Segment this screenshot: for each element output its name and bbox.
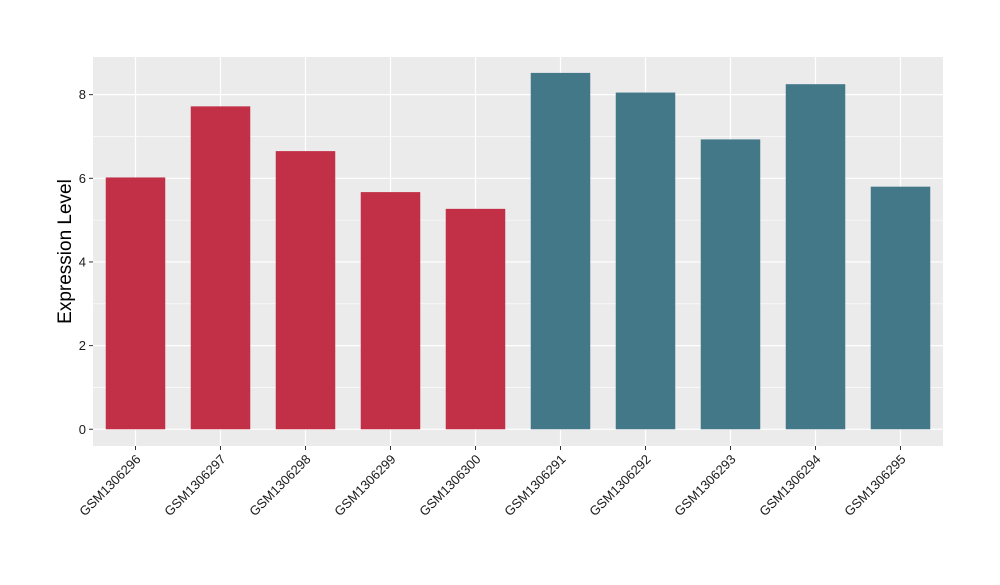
x-tick-label: GSM1306291 [501, 452, 568, 519]
y-axis: 0 2 4 6 8 [79, 87, 93, 437]
y-tick-label: 4 [79, 254, 86, 269]
x-tick-label: GSM1306297 [161, 452, 228, 519]
bar-GSM1306299 [360, 192, 421, 430]
bar-GSM1306300 [445, 208, 506, 430]
y-tick-label: 6 [79, 171, 86, 186]
bar-GSM1306297 [190, 106, 251, 430]
bar-GSM1306292 [615, 92, 676, 430]
bar-GSM1306294 [785, 84, 846, 430]
x-tick-label: GSM1306298 [246, 452, 313, 519]
bar-GSM1306293 [700, 139, 761, 430]
y-axis-title: Expression Level [55, 179, 76, 324]
bar-GSM1306295 [870, 186, 931, 430]
x-tick-label: GSM1306300 [416, 452, 483, 519]
bar-GSM1306296 [105, 177, 166, 430]
x-tick-label: GSM1306294 [756, 452, 823, 519]
x-tick-label: GSM1306293 [671, 452, 738, 519]
bars-group [105, 72, 931, 430]
y-tick-label: 2 [79, 338, 86, 353]
x-tick-label: GSM1306296 [76, 452, 143, 519]
x-tick-label: GSM1306292 [586, 452, 653, 519]
x-tick-label: GSM1306299 [331, 452, 398, 519]
x-tick-label: GSM1306295 [841, 452, 908, 519]
y-tick-label: 0 [79, 422, 86, 437]
bar-GSM1306291 [530, 72, 591, 430]
y-tick-label: 8 [79, 87, 86, 102]
x-axis: GSM1306296 GSM1306297 GSM1306298 GSM1306299… [76, 446, 909, 519]
bar-GSM1306298 [275, 151, 336, 430]
